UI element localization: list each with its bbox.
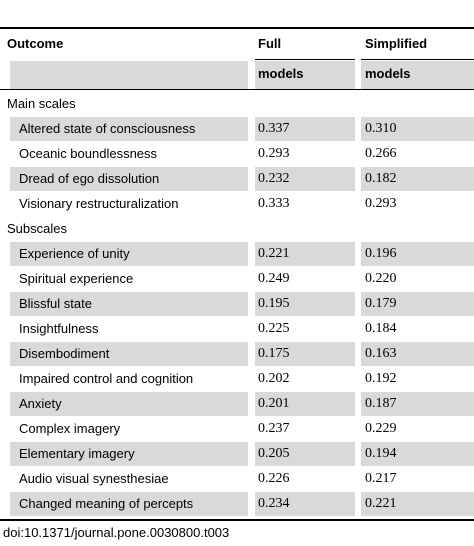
row-label: Anxiety xyxy=(19,396,62,411)
header-full-line2: models xyxy=(258,66,304,81)
table-row: Audio visual synesthesiae 0.226 0.217 xyxy=(0,467,474,491)
row-label: Audio visual synesthesiae xyxy=(19,471,169,486)
full-model-value: 0.232 xyxy=(258,171,290,186)
simplified-model-value: 0.217 xyxy=(365,471,397,486)
simplified-model-value: 0.310 xyxy=(365,121,397,136)
row-label: Impaired control and cognition xyxy=(19,371,194,386)
full-model-value: 0.195 xyxy=(258,296,290,311)
row-label: Elementary imagery xyxy=(19,446,135,461)
simplified-model-value: 0.163 xyxy=(365,346,397,361)
header-full-line1: Full xyxy=(258,36,282,51)
table-top-rule xyxy=(0,27,474,29)
header-shade-outcome xyxy=(10,61,248,89)
full-model-value: 0.333 xyxy=(258,196,290,211)
header-simplified-underline xyxy=(361,59,474,60)
row-label: Visionary restructuralization xyxy=(19,196,179,211)
table-row: Altered state of consciousness 0.337 0.3… xyxy=(0,117,474,141)
table-row: Spiritual experience 0.249 0.220 xyxy=(0,267,474,291)
simplified-model-value: 0.179 xyxy=(365,296,397,311)
simplified-model-value: 0.192 xyxy=(365,371,397,386)
header-full-underline xyxy=(255,59,355,60)
simplified-model-value: 0.184 xyxy=(365,321,397,336)
section-title-subscales: Subscales xyxy=(7,221,67,236)
table-row: Complex imagery 0.237 0.229 xyxy=(0,417,474,441)
simplified-model-value: 0.229 xyxy=(365,421,397,436)
simplified-model-value: 0.266 xyxy=(365,146,397,161)
simplified-model-value: 0.220 xyxy=(365,271,397,286)
row-label: Blissful state xyxy=(19,296,92,311)
table-row: Dread of ego dissolution 0.232 0.182 xyxy=(0,167,474,191)
row-label: Oceanic boundlessness xyxy=(19,146,158,161)
simplified-model-value: 0.221 xyxy=(365,496,397,511)
header-bottom-rule xyxy=(0,89,474,90)
simplified-model-value: 0.196 xyxy=(365,246,397,261)
full-model-value: 0.234 xyxy=(258,496,290,511)
table-row: Impaired control and cognition 0.202 0.1… xyxy=(0,367,474,391)
full-model-value: 0.293 xyxy=(258,146,290,161)
row-label: Experience of unity xyxy=(19,246,130,261)
table-row: Elementary imagery 0.205 0.194 xyxy=(0,442,474,466)
full-model-value: 0.226 xyxy=(258,471,290,486)
full-model-value: 0.175 xyxy=(258,346,290,361)
simplified-model-value: 0.182 xyxy=(365,171,397,186)
table-row: Insightfulness 0.225 0.184 xyxy=(0,317,474,341)
section-title-main-scales: Main scales xyxy=(7,96,76,111)
table-row: Oceanic boundlessness 0.293 0.266 xyxy=(0,142,474,166)
simplified-model-value: 0.187 xyxy=(365,396,397,411)
header-shade-simplified xyxy=(361,61,474,89)
table-row: Experience of unity 0.221 0.196 xyxy=(0,242,474,266)
header-simplified-line1: Simplified xyxy=(365,36,428,51)
full-model-value: 0.337 xyxy=(258,121,290,136)
header-shade-full xyxy=(255,61,355,89)
row-label: Complex imagery xyxy=(19,421,121,436)
row-label: Dread of ego dissolution xyxy=(19,171,160,186)
full-model-value: 0.205 xyxy=(258,446,290,461)
full-model-value: 0.237 xyxy=(258,421,290,436)
simplified-model-value: 0.293 xyxy=(365,196,397,211)
row-label: Altered state of consciousness xyxy=(19,121,196,136)
table-row: Anxiety 0.201 0.187 xyxy=(0,392,474,416)
full-model-value: 0.249 xyxy=(258,271,290,286)
row-label: Disembodiment xyxy=(19,346,110,361)
full-model-value: 0.221 xyxy=(258,246,290,261)
header-outcome: Outcome xyxy=(7,36,64,51)
row-label: Spiritual experience xyxy=(19,271,134,286)
table-row: Blissful state 0.195 0.179 xyxy=(0,292,474,316)
table-row: Disembodiment 0.175 0.163 xyxy=(0,342,474,366)
doi-caption: doi:10.1371/journal.pone.0030800.t003 xyxy=(3,525,230,540)
full-model-value: 0.201 xyxy=(258,396,290,411)
full-model-value: 0.225 xyxy=(258,321,290,336)
row-label: Changed meaning of percepts xyxy=(19,496,194,511)
table-row: Visionary restructuralization 0.333 0.29… xyxy=(0,192,474,216)
header-simplified-line2: models xyxy=(365,66,411,81)
row-label: Insightfulness xyxy=(19,321,99,336)
simplified-model-value: 0.194 xyxy=(365,446,397,461)
full-model-value: 0.202 xyxy=(258,371,290,386)
table-row: Changed meaning of percepts 0.234 0.221 xyxy=(0,492,474,516)
table-bottom-rule xyxy=(0,519,474,521)
